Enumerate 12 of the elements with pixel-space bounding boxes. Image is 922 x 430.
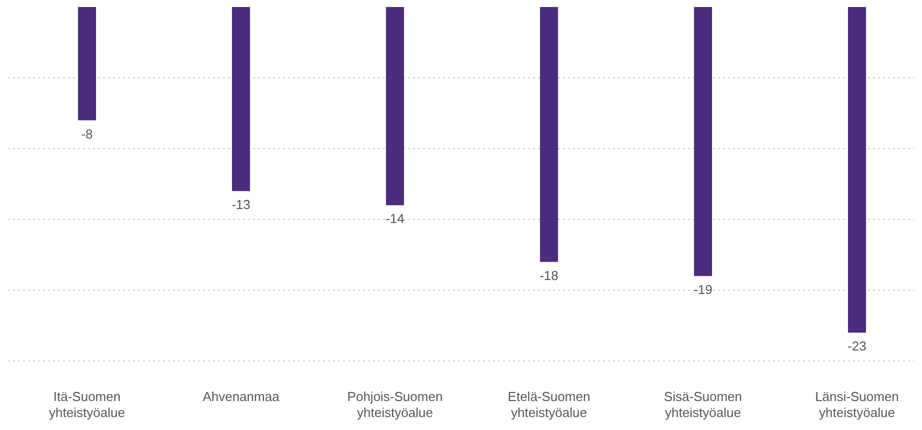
data-label: -23 — [848, 338, 866, 354]
data-label: -18 — [540, 268, 558, 283]
data-label: -19 — [694, 282, 712, 298]
data-label: -13 — [232, 197, 250, 212]
x-tick-label: Itä-Suomen yhteistyöalue — [49, 389, 125, 420]
x-tick-label: Sisä-Suomen yhteistyöalue — [664, 389, 742, 420]
x-tick-label: Ahvenanmaa — [202, 389, 280, 404]
x-tick-label: Etelä-Suomen yhteistyöalue — [508, 389, 590, 420]
data-label: -14 — [386, 211, 404, 226]
x-tick-label: Länsi-Suomen yhteistyöalue — [815, 389, 899, 420]
data-label: -8 — [81, 126, 93, 142]
x-tick-label: Pohjois-Suomen yhteistyöalue — [347, 389, 443, 420]
